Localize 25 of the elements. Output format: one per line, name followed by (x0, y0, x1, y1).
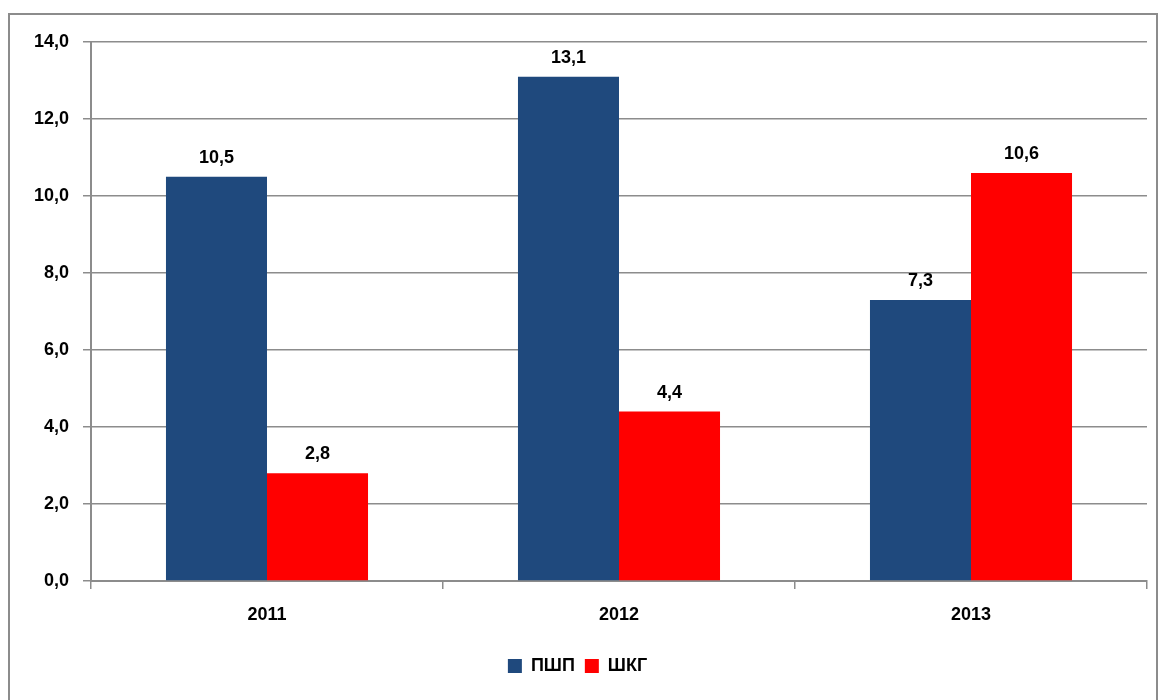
data-label: 7,3 (907, 269, 933, 290)
y-tick-label: 4,0 (43, 415, 69, 436)
data-label: 13,1 (550, 46, 587, 67)
bar (267, 473, 369, 581)
legend-label: ПШП (530, 654, 575, 675)
bar (517, 76, 619, 581)
y-tick-label: 2,0 (43, 492, 69, 513)
y-tick-label: 6,0 (43, 338, 69, 359)
x-tick-label: 2012 (598, 603, 640, 624)
data-label: 4,4 (657, 381, 683, 402)
y-tick-label: 8,0 (43, 261, 69, 282)
y-tick-label: 12,0 (33, 107, 69, 128)
bar (971, 172, 1073, 581)
data-label: 2,8 (305, 443, 331, 464)
data-label: 10,5 (198, 146, 235, 167)
y-tick-label: 0,0 (43, 569, 69, 590)
bar (165, 176, 267, 581)
x-tick-label: 2011 (247, 603, 287, 624)
y-tick-label: 14,0 (33, 30, 69, 51)
bar (619, 411, 721, 581)
y-tick-label: 10,0 (33, 184, 69, 205)
bar (869, 299, 971, 581)
legend-label: ШКГ (607, 654, 648, 675)
x-tick-label: 2013 (950, 603, 992, 624)
data-label: 10,6 (1003, 142, 1040, 163)
